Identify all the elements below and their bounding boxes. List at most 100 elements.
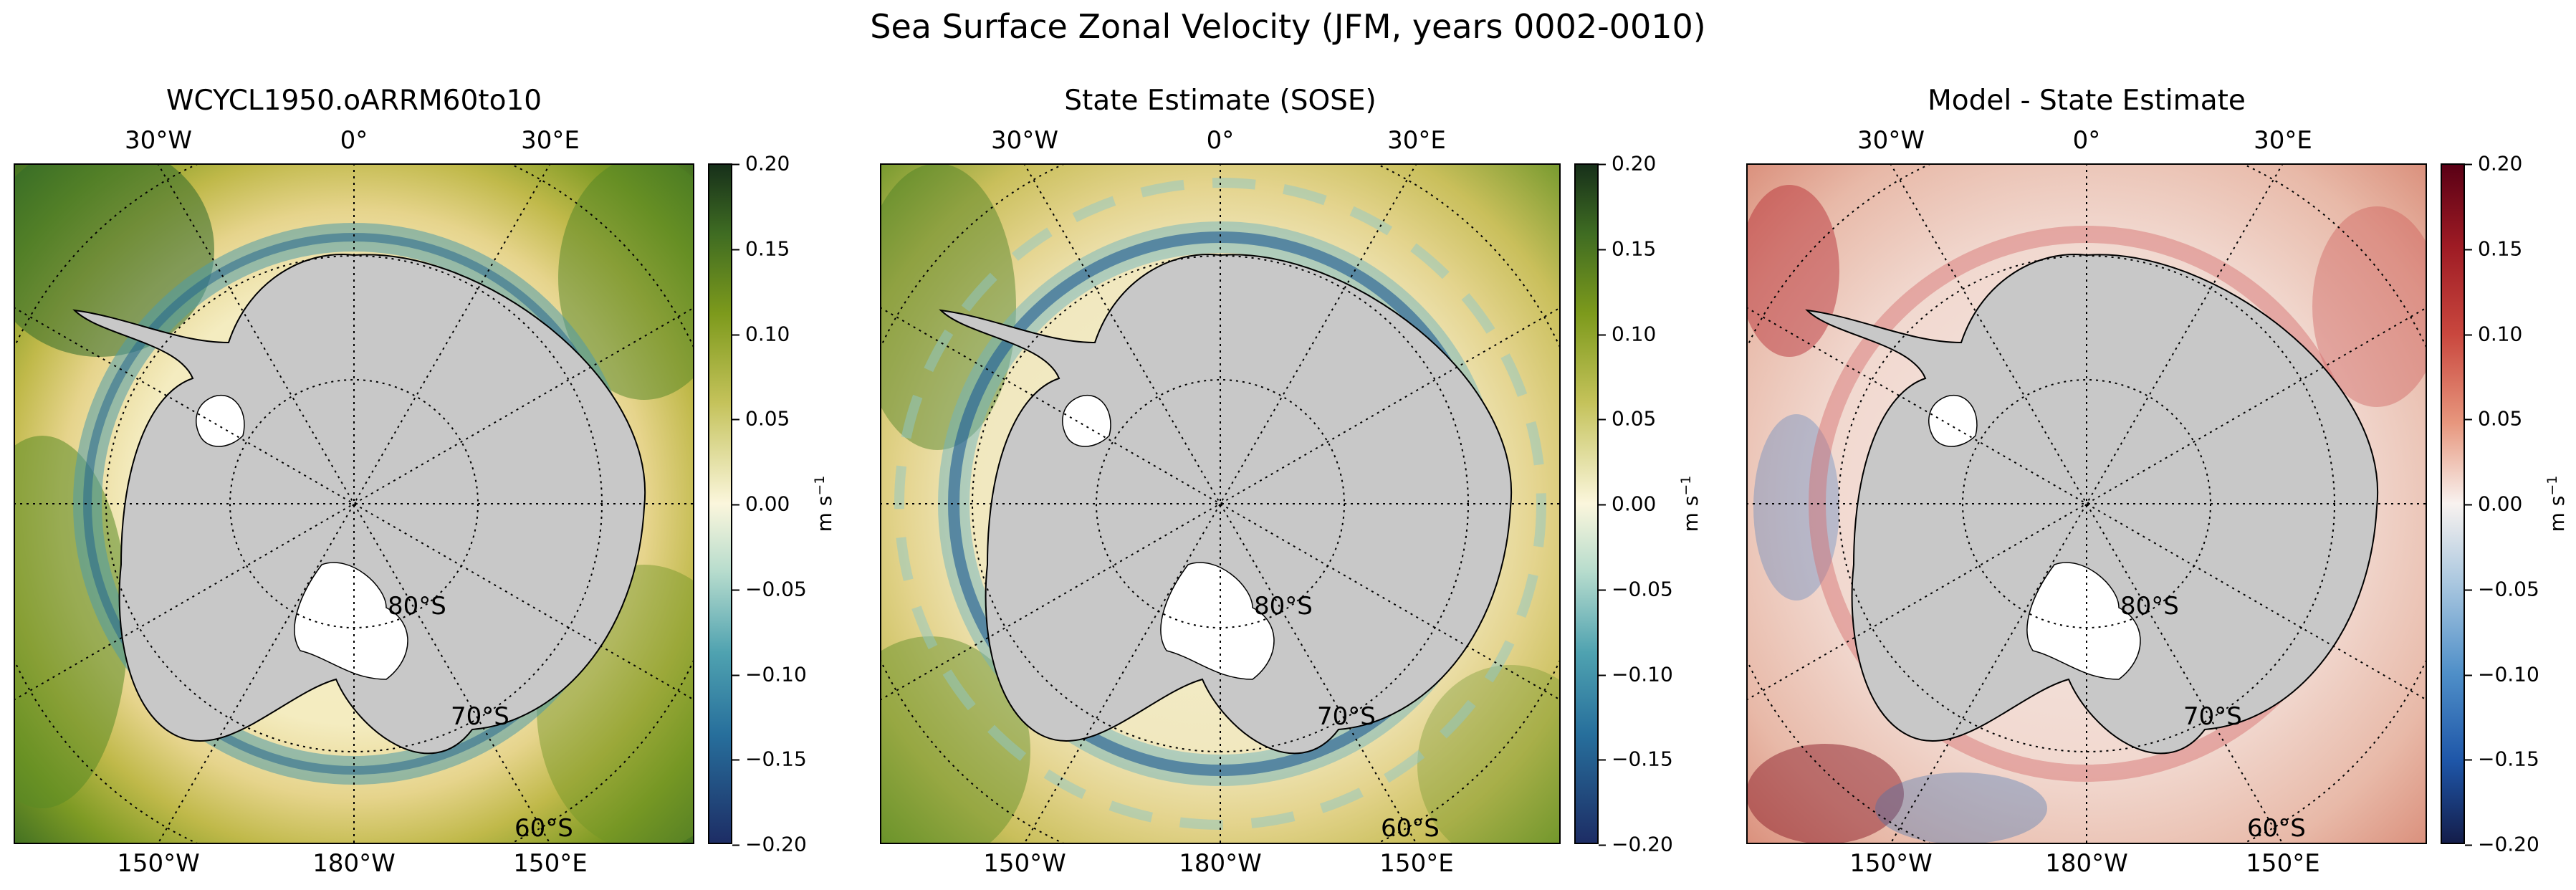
ice-shelf	[2026, 562, 2141, 680]
lat-label-60s: 60°S	[514, 814, 573, 843]
graticule	[14, 163, 694, 844]
map-svg	[880, 163, 1561, 844]
colorbar-tick: 0.15	[2465, 236, 2522, 260]
meridian	[1746, 307, 2427, 701]
meridian	[157, 163, 551, 844]
difference-field-patch	[1746, 744, 1904, 844]
lat-label-80s: 80°S	[388, 592, 446, 621]
colorbar-tick: 0.10	[1599, 322, 1656, 345]
lon-label-150e: 150°E	[513, 849, 588, 878]
lon-label-30e: 30°E	[521, 126, 580, 155]
meridian	[1746, 307, 2427, 701]
units-text: m s	[2545, 495, 2570, 532]
colorbar-tick: −0.10	[2465, 662, 2539, 686]
panel-title: State Estimate (SOSE)	[1064, 85, 1376, 117]
meridian	[1023, 163, 1417, 844]
colorbar-tick: 0.20	[1599, 152, 1656, 176]
colorbar-tick: −0.15	[732, 747, 807, 771]
colorbar	[708, 163, 732, 844]
units-text: m s	[1679, 495, 1703, 532]
polar-map	[880, 163, 1561, 844]
colorbar-tick: −0.10	[1599, 662, 1673, 686]
colorbar-ticks: 0.20 0.15 0.10 0.05 0.00 −0.05 −0.10 −0.…	[732, 152, 840, 856]
colorbar-tick: −0.20	[732, 833, 807, 856]
colorbar-tick: −0.10	[732, 662, 807, 686]
lat-label-70s: 70°S	[2183, 702, 2242, 731]
ice-shelf	[196, 395, 245, 447]
lon-label-150e: 150°E	[2246, 849, 2320, 878]
velocity-field-patch	[1417, 665, 1561, 844]
meridian	[880, 307, 1561, 701]
polar-map	[1746, 163, 2427, 844]
lat-label-80s: 80°S	[1254, 592, 1313, 621]
lon-label-150w: 150°W	[117, 849, 200, 878]
difference-field-patch	[1753, 414, 1839, 600]
lon-label-180w: 180°W	[312, 849, 396, 878]
meridian	[880, 307, 1561, 701]
colorbar-tick: −0.20	[1599, 833, 1673, 856]
colorbar-tick: 0.05	[732, 407, 790, 431]
antarctica-land	[72, 254, 646, 755]
units-text: m s	[813, 495, 837, 532]
colorbar-tick: 0.00	[2465, 492, 2522, 516]
panel-title: Model - State Estimate	[1928, 85, 2246, 117]
antarctica-land	[939, 254, 1513, 755]
map-frame	[880, 163, 1561, 844]
units-exponent: −1	[2544, 475, 2560, 496]
ice-shelf	[294, 562, 408, 680]
lat-label-60s: 60°S	[1381, 814, 1440, 843]
colorbar-tick: −0.15	[1599, 747, 1673, 771]
ice-shelf	[1928, 395, 1978, 447]
panel-state-estimate: State Estimate (SOSE) 30°W 0° 30°E 150°W…	[866, 0, 1712, 890]
map-svg	[14, 163, 694, 844]
colorbar-ticks: 0.20 0.15 0.10 0.05 0.00 −0.05 −0.10 −0.…	[1599, 152, 1706, 856]
velocity-field-patch	[558, 163, 694, 400]
colorbar-tick: 0.00	[732, 492, 790, 516]
colorbar-tick: −0.05	[732, 577, 807, 600]
difference-field-patch	[2312, 206, 2427, 407]
meridian	[157, 163, 551, 844]
lon-label-0: 0°	[1206, 126, 1235, 155]
lat-label-70s: 70°S	[451, 702, 509, 731]
polar-map	[14, 163, 694, 844]
lon-label-150e: 150°E	[1379, 849, 1454, 878]
colorbar-tick: 0.10	[2465, 322, 2522, 345]
ice-shelf	[1062, 395, 1111, 447]
colorbar-tick: 0.15	[1599, 236, 1656, 260]
lat-label-60s: 60°S	[2247, 814, 2306, 843]
lon-label-30w: 30°W	[991, 126, 1058, 155]
panel-difference: Model - State Estimate 30°W 0° 30°E 150°…	[1733, 0, 2576, 890]
colorbar-tick: 0.20	[732, 152, 790, 176]
map-svg	[1746, 163, 2427, 844]
colorbar-tick: 0.10	[732, 322, 790, 345]
panel-model: WCYCL1950.oARRM60to10 30°W 0° 30°E 150°W…	[0, 0, 846, 890]
difference-field-patch	[1875, 772, 2047, 844]
lon-label-150w: 150°W	[983, 849, 1066, 878]
lon-label-30w: 30°W	[125, 126, 192, 155]
lon-label-0: 0°	[340, 126, 368, 155]
lon-label-180w: 180°W	[1179, 849, 1262, 878]
meridian	[14, 307, 694, 701]
colorbar-tick: 0.05	[2465, 407, 2522, 431]
map-frame	[14, 163, 694, 844]
colorbar-tick: 0.20	[2465, 152, 2522, 176]
colorbar-tick: −0.20	[2465, 833, 2539, 856]
meridian	[1890, 163, 2284, 844]
colorbar-ticks: 0.20 0.15 0.10 0.05 0.00 −0.05 −0.10 −0.…	[2465, 152, 2572, 856]
colorbar	[2441, 163, 2465, 844]
colorbar-tick: −0.05	[1599, 577, 1673, 600]
lon-label-150w: 150°W	[1849, 849, 1933, 878]
map-frame	[1746, 163, 2427, 844]
colorbar-units-label: m s−1	[812, 476, 836, 532]
colorbar-tick: −0.15	[2465, 747, 2539, 771]
graticule	[1746, 163, 2427, 844]
colorbar-tick: 0.15	[732, 236, 790, 260]
lon-label-30e: 30°E	[2254, 126, 2312, 155]
colorbar-units-label: m s−1	[1678, 476, 1703, 532]
colorbar	[1574, 163, 1599, 844]
antarctica-land	[1805, 254, 2379, 755]
graticule	[880, 163, 1561, 844]
panel-title: WCYCL1950.oARRM60to10	[166, 85, 542, 117]
lon-label-0: 0°	[2072, 126, 2101, 155]
